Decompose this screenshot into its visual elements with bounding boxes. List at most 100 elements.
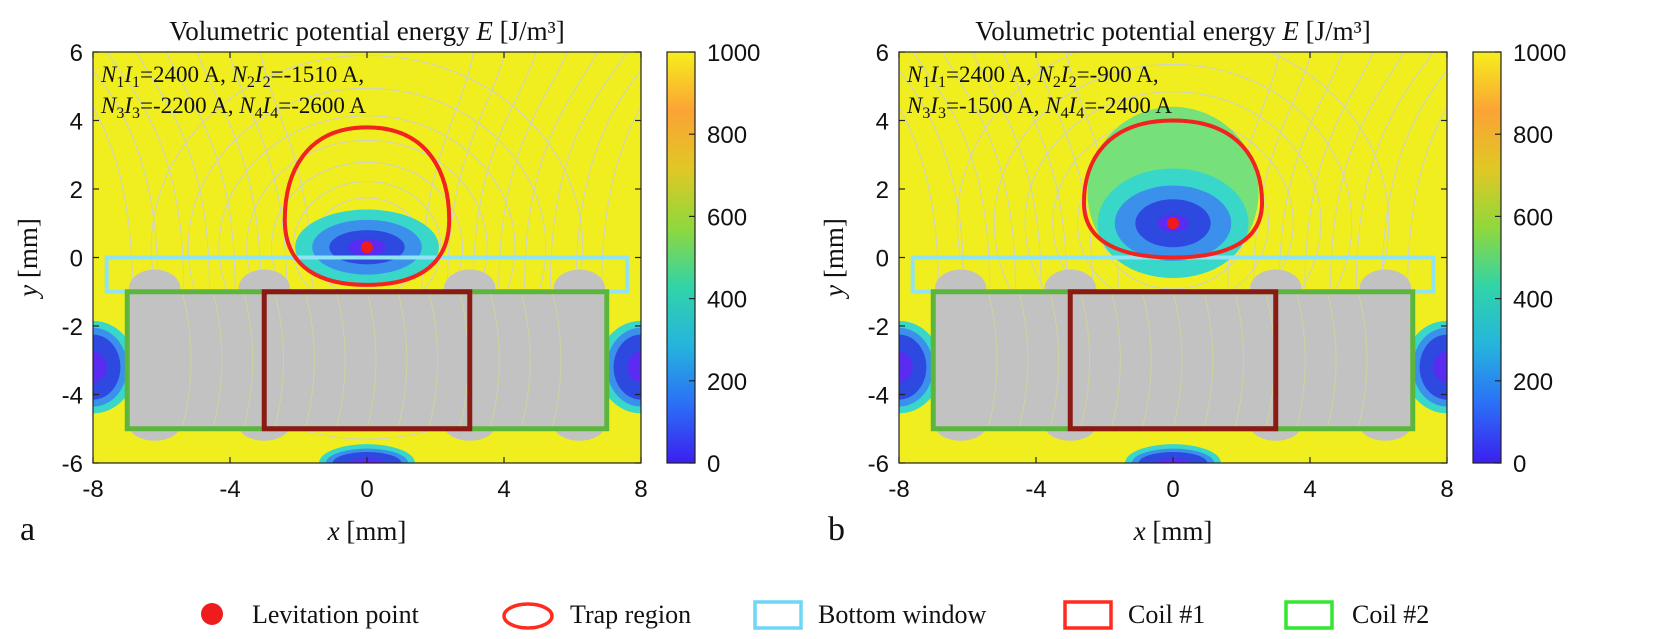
- coil-lobe-bottom: [128, 409, 181, 441]
- trap-region: [282, 125, 452, 287]
- chart-title: Volumetric potential energy E [J/m³]: [975, 16, 1371, 46]
- colorbar: [1472, 51, 1502, 464]
- contour-arc: [942, 52, 1016, 289]
- legend-trap-region-icon: [502, 602, 554, 630]
- coil-contour-line: [181, 291, 192, 429]
- contour-arc: [601, 106, 641, 289]
- colorbar-tick-label: 0: [1513, 451, 1526, 478]
- x-tick-label: -8: [82, 476, 103, 503]
- coil-1: [1067, 289, 1279, 432]
- coil-contour-line: [1326, 291, 1337, 429]
- coil-contour-line: [1357, 291, 1368, 429]
- contour-arc: [93, 106, 133, 289]
- y-tick-label: -6: [868, 451, 889, 478]
- contour-arc: [1304, 52, 1374, 289]
- legend-levitation-point-icon: [201, 603, 223, 625]
- colorbar: [666, 51, 696, 464]
- levitation-point: [361, 241, 373, 254]
- contour-arc: [524, 52, 598, 289]
- contour-arc: [1034, 52, 1094, 289]
- coil-contour-line: [212, 291, 223, 429]
- coil-lobe-top: [444, 269, 496, 308]
- coil-contour-line: [1295, 291, 1306, 429]
- colorbar-tick-label: 400: [707, 287, 747, 314]
- contour-arc: [1278, 52, 1343, 289]
- coil-contour-line: [1234, 291, 1245, 429]
- y-tick-label: 2: [876, 177, 889, 204]
- x-axis-label: x [mm]: [327, 516, 407, 546]
- y-tick-label: 0: [876, 246, 889, 273]
- contour-arc: [1355, 52, 1434, 289]
- contour-arc: [197, 52, 262, 289]
- coil-1: [261, 289, 473, 432]
- y-tick-label: -2: [868, 314, 889, 341]
- coil-contour-line: [489, 291, 500, 429]
- x-tick-label: 0: [360, 476, 373, 503]
- levitation-point: [1167, 217, 1179, 230]
- y-tick-label: 6: [70, 40, 83, 67]
- contour-arc: [93, 69, 159, 289]
- y-axis-label: y [mm]: [819, 218, 849, 300]
- contour-arc: [575, 69, 641, 289]
- coil-contour-line: [428, 291, 439, 429]
- plot-area: [93, 52, 641, 463]
- y-tick-label: 6: [876, 40, 889, 67]
- legend-label-window: Bottom window: [818, 600, 987, 629]
- legend-label-levitation: Levitation point: [252, 600, 420, 629]
- coil-contour-line: [366, 291, 377, 429]
- right-energy-well: [627, 351, 641, 383]
- coil-contour-line: [520, 291, 531, 429]
- y-tick-label: -4: [868, 383, 889, 410]
- panel-b: -8 -4 0 4 8 -6 -4 -2 0 2 4 6 Volumetric potential en…: [819, 16, 1566, 548]
- contour-arc: [136, 52, 210, 289]
- coil-lobe-bottom: [1359, 409, 1412, 441]
- y-tick-label: 2: [70, 177, 83, 204]
- left-energy-well: [93, 351, 107, 383]
- x-tick-label: 4: [1303, 476, 1316, 503]
- coil-contour-line: [1203, 291, 1214, 429]
- coil-contour-line: [1018, 291, 1029, 429]
- current-annotation: N3​I3​=-2200 A, N4​I4​=-2600 A: [100, 93, 366, 122]
- coil-contours: [987, 291, 1368, 429]
- coil-contour-line: [987, 291, 998, 429]
- panel-a: -8 -4 0 4 8 -6 -4 -2 0 2 4 6 Volumetric potential en…: [13, 16, 760, 548]
- y-tick-label: 4: [70, 109, 83, 136]
- colorbar-tick-label: 200: [1513, 369, 1553, 396]
- coil-contour-line: [335, 291, 346, 429]
- coil-lobe-bottom: [934, 409, 987, 441]
- legend-coil-2-icon: [1284, 600, 1334, 630]
- contour-arc: [1381, 69, 1447, 289]
- left-energy-well: [899, 351, 913, 383]
- x-tick-label: 0: [1166, 476, 1179, 503]
- x-tick-label: -4: [1025, 476, 1046, 503]
- coil-region-fill: [933, 291, 1413, 429]
- contour-arc: [1003, 52, 1068, 289]
- chart-title: Volumetric potential energy E [J/m³]: [169, 16, 565, 46]
- contour-arc: [1330, 52, 1404, 289]
- y-tick-label: -6: [62, 451, 83, 478]
- legend-label-coil-2: Coil #2: [1352, 600, 1429, 629]
- x-tick-label: 8: [634, 476, 647, 503]
- coil-contour-line: [1049, 291, 1060, 429]
- coil-lobe-top: [1044, 269, 1096, 308]
- contour-arc: [972, 52, 1042, 289]
- y-tick-label: -4: [62, 383, 83, 410]
- colorbar-tick-label: 400: [1513, 287, 1553, 314]
- coil-contour-line: [1172, 291, 1183, 429]
- coil-contour-line: [243, 291, 254, 429]
- coil-contour-line: [1110, 291, 1121, 429]
- contour-arc: [549, 52, 628, 289]
- colorbar-tick-label: 1000: [707, 40, 760, 67]
- coil-lobe-top: [238, 269, 290, 308]
- coil-contour-line: [397, 291, 408, 429]
- current-annotation: N1​I1​=2400 A, N2​I2​=-900 A,: [906, 62, 1159, 91]
- current-annotation: N3​I3​=-1500 A, N4​I4​=-2400 A: [906, 93, 1172, 122]
- x-tick-label: -8: [888, 476, 909, 503]
- contour-arc: [1407, 106, 1447, 289]
- colorbar-tick-label: 600: [707, 204, 747, 231]
- legend: Levitation point Trap region Bottom wind…: [201, 600, 1429, 630]
- right-energy-well: [1433, 351, 1447, 383]
- x-axis-label: x [mm]: [1133, 516, 1213, 546]
- coil-contour-line: [1141, 291, 1152, 429]
